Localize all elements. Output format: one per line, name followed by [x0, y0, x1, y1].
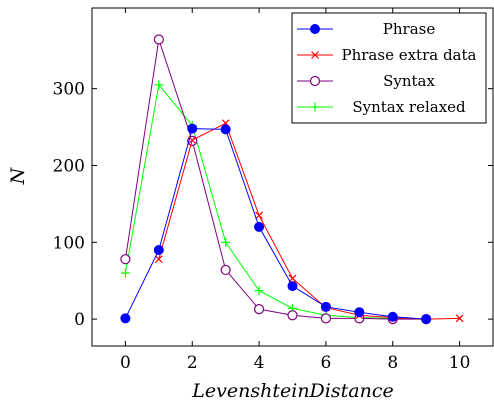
data-point-phrase [354, 307, 365, 318]
data-point-phrase [153, 244, 164, 255]
legend-swatch-marker [310, 24, 320, 34]
legend-box [291, 12, 487, 124]
series-line-syntax-relaxed [124, 83, 427, 320]
data-point-syntax-relaxed [120, 268, 130, 278]
data-point-syntax [220, 264, 231, 276]
y-axis-label: N [7, 166, 29, 185]
data-point-syntax [120, 254, 131, 265]
data-point-phrase [254, 221, 265, 232]
plot-frame [91, 7, 494, 347]
legend-swatch-marker [309, 75, 321, 87]
data-point-syntax-relaxed [221, 237, 231, 247]
series-line-syntax [124, 39, 427, 320]
data-point-syntax-relaxed [154, 80, 164, 90]
x-axis-label: LevenshteinDistance [191, 380, 393, 402]
x-tick-label: 8 [387, 353, 398, 373]
legend: Phrase Phrase extra data Syntax Syntax rela… [291, 12, 487, 124]
data-point-syntax [153, 34, 164, 45]
data-point-phrase [421, 314, 432, 325]
x-tick-label: 10 [449, 353, 471, 373]
series-phrase-extra-data [154, 119, 464, 324]
data-point-phrase [387, 311, 398, 322]
legend-label: Syntax [383, 72, 435, 90]
data-point-phrase [287, 281, 298, 292]
data-point-phrase [187, 123, 198, 134]
series-line-phrase-extra-data [158, 122, 460, 320]
x-tick-label: 0 [120, 353, 131, 373]
x-tick-label: 4 [254, 353, 265, 373]
legend-entry-phrase: Phrase [297, 20, 435, 38]
plot-area [120, 34, 464, 325]
data-point-syntax [253, 304, 265, 315]
series-phrase [120, 123, 432, 325]
x-tick-label: 6 [321, 353, 332, 373]
series-line-phrase [124, 128, 427, 320]
legend-label: Phrase [383, 20, 436, 38]
data-point-phrase [120, 313, 131, 324]
legend-swatch-marker [310, 102, 320, 112]
data-point-phrase-extra-data [288, 274, 297, 283]
data-point-syntax [287, 310, 298, 321]
y-tick-label: 0 [74, 310, 85, 330]
data-point-phrase-extra-data [154, 255, 163, 264]
legend-label: Phrase extra data [342, 46, 477, 64]
legend-entry-syntax-relaxed: Syntax relaxed [297, 98, 466, 116]
x-tick-label: 2 [187, 353, 198, 373]
data-point-phrase-extra-data [455, 314, 464, 323]
data-point-phrase-extra-data [255, 211, 264, 220]
data-point-syntax [320, 313, 332, 324]
data-point-phrase [220, 124, 231, 135]
y-tick-label: 100 [53, 233, 85, 253]
data-point-phrase [320, 301, 331, 312]
legend-entry-phrase-extra-data: Phrase extra data [297, 46, 477, 64]
legend-label: Syntax relaxed [352, 98, 466, 116]
data-point-syntax-relaxed [254, 286, 264, 296]
y-tick-label: 200 [53, 156, 85, 176]
legend-swatch-marker [311, 51, 319, 59]
y-tick-label: 300 [53, 80, 85, 100]
legend-entry-syntax: Syntax [297, 72, 435, 90]
